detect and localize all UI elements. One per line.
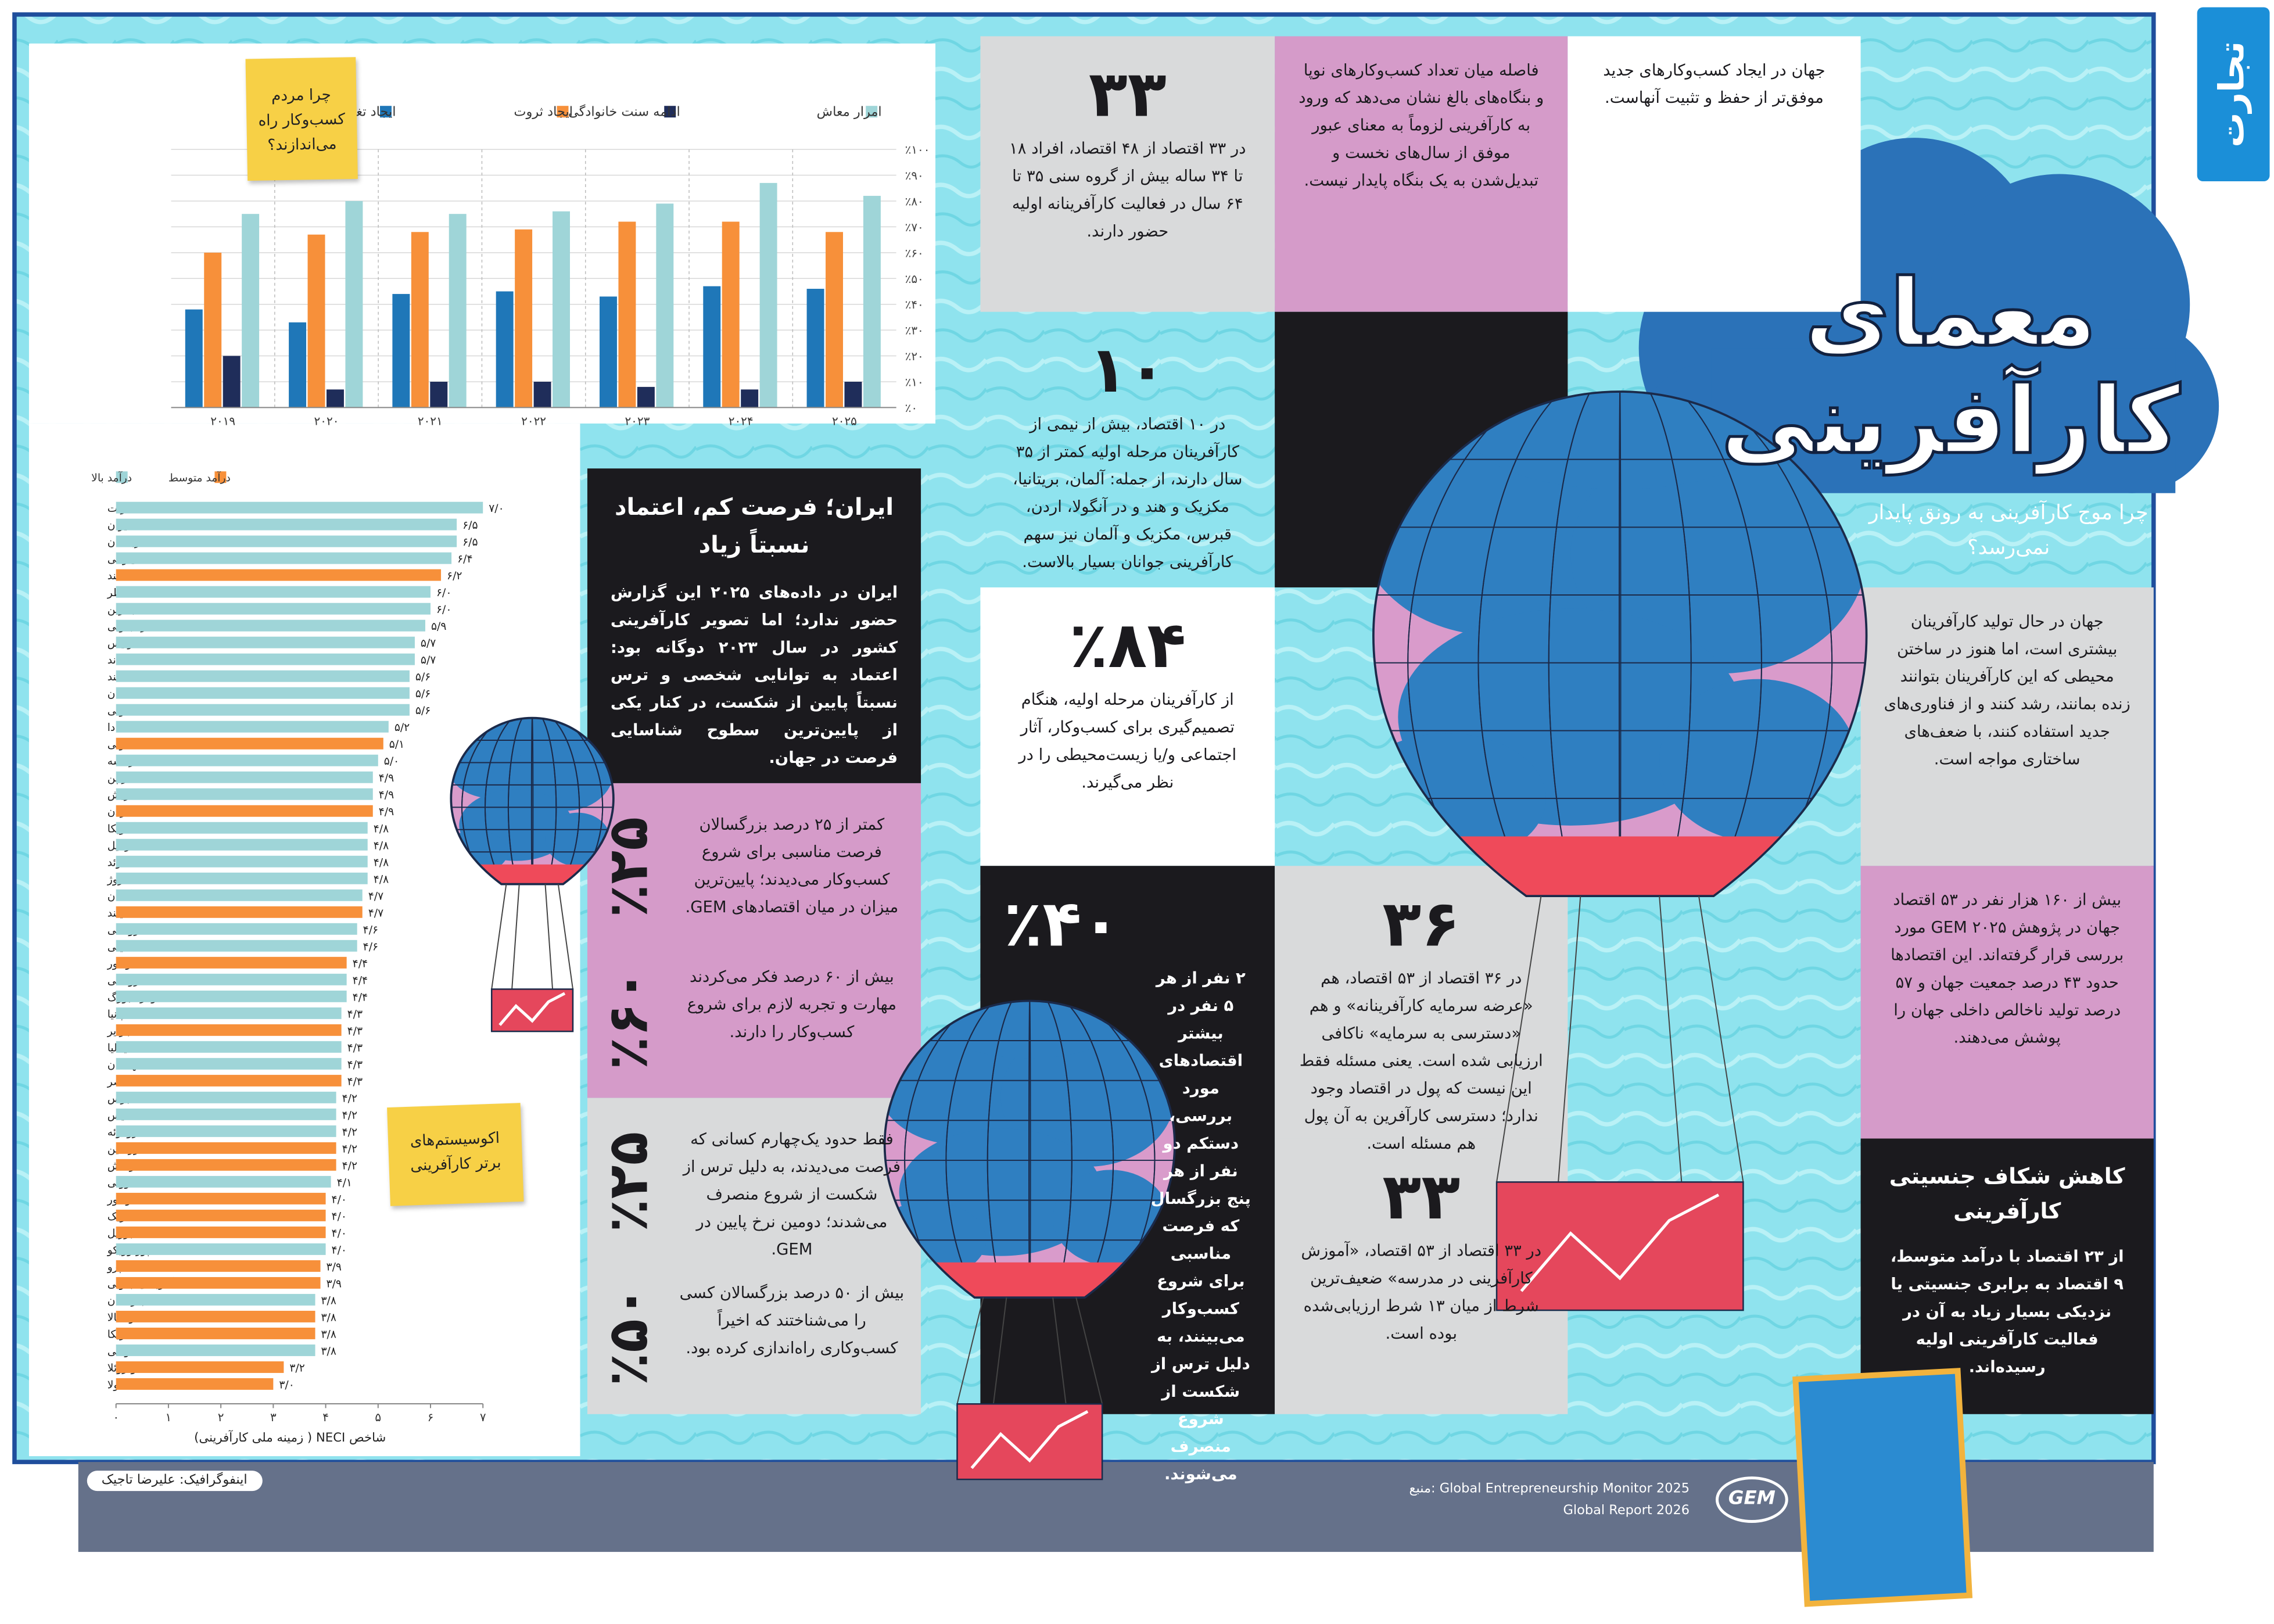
panel-content: ۱۰ در ۱۰ اقتصاد، بیش از نیمی از کارآفرینا…	[1003, 332, 1251, 576]
panel: جهان در حال تولید کارآفرینان بیشتری است،…	[1860, 587, 2154, 866]
panel-text: در ۱۰ اقتصاد، بیش از نیمی از کارآفرینان …	[1013, 414, 1243, 572]
chart-backdrop	[28, 423, 580, 1457]
stat: ۱۰	[1088, 334, 1167, 408]
panel: ٪۴۰ ۲ نفر از هر ۵ نفر در بیشتر اقتصادهای …	[980, 866, 1275, 1484]
panel-content: ٪۸۴ از کارآفرینان مرحله اولیه، هنگام تصمی…	[1003, 608, 1251, 797]
stat: ۳۳	[1382, 1160, 1461, 1235]
stat: ۳۶	[1382, 887, 1461, 962]
chart-backdrop	[28, 43, 936, 424]
title: معمای کارآفرینی	[1720, 260, 2182, 477]
panel-text: بیش از ۵۰ درصد بزرگسالان کسی را می‌شناخت…	[679, 1284, 905, 1358]
panel-text: فقط حدود یک‌چهارم کسانی که فرصت می‌دیدند…	[683, 1130, 901, 1259]
panel-text: ایران در داده‌های ۲۰۲۵ این گزارش حضور ند…	[610, 583, 898, 768]
panel-text: جهان در ایجاد کسب‌وکارهای جدید موفق‌تر ا…	[1603, 60, 1825, 107]
credit: اینفوگرافیک: علیرضا تاجیک	[87, 1471, 262, 1492]
panel: ٪۸۴ از کارآفرینان مرحله اولیه، هنگام تصمی…	[980, 587, 1275, 866]
brand-box	[2197, 7, 2270, 182]
stat: ٪۴۰	[1003, 887, 1121, 962]
panel-text: کمتر از ۲۵ درصد بزرگسالان فرصت مناسبی بر…	[685, 815, 899, 917]
panel-text: فاصله میان تعداد کسب‌وکارهای نوپا و بنگا…	[1299, 60, 1544, 190]
panel-content: جهان در ایجاد کسب‌وکارهای جدید موفق‌تر ا…	[1591, 56, 1837, 112]
iran-stat: ٪۶۰ بیش از ۶۰ درصد فکر می‌کردند مهارت و ت…	[587, 943, 921, 1095]
iran-stat: ٪۵۰ بیش از ۵۰ درصد بزرگسالان کسی را می‌شن…	[587, 1259, 921, 1411]
panel-title: کاهش شکاف جنسیتی کارآفرینی	[1889, 1163, 2125, 1224]
panel: فاصله میان تعداد کسب‌وکارهای نوپا و بنگا…	[1275, 36, 1568, 312]
panel-text: در ۳۳ اقتصاد از ۵۳ اقتصاد، «آموزش کارآفر…	[1301, 1241, 1542, 1343]
source: منبع: Global Entrepreneurship Monitor 20…	[1409, 1482, 1690, 1519]
panel: ۱۰ در ۱۰ اقتصاد، بیش از نیمی از کارآفرینا…	[980, 312, 1275, 587]
panel: ایران؛ فرصت کم، اعتماد نسبتاً زیاد ایران …	[587, 468, 921, 783]
stat: ٪۲۵	[596, 816, 660, 918]
panel	[587, 1098, 921, 1414]
iran-stat: ٪۲۵ فقط حدود یک‌چهارم کسانی که فرصت می‌دی…	[587, 1105, 921, 1259]
panel-text: بیش از ۱۶۰ هزار نفر در ۵۳ اقتصاد جهان در…	[1891, 890, 2124, 1048]
iran-stat: ٪۲۵ کمتر از ۲۵ درصد بزرگسالان فرصت مناسبی…	[587, 790, 921, 942]
panel: بیش از ۱۶۰ هزار نفر در ۵۳ اقتصاد جهان در…	[1860, 866, 2154, 1139]
panel	[587, 783, 921, 1098]
stat: ٪۸۴	[1069, 609, 1186, 683]
stat: ٪۵۰	[596, 1285, 660, 1386]
panel: ۳۳ در ۳۳ اقتصاد از ۴۸ اقتصاد، افراد ۱۸ تا…	[980, 36, 1275, 312]
sticky-note: اکوسیستم‌های برتر کارآفرینی	[387, 1103, 524, 1206]
panel-text: بیش از ۶۰ درصد فکر می‌کردند مهارت و تجرب…	[687, 967, 897, 1042]
panel-text: در ۳۳ اقتصاد از ۴۸ اقتصاد، افراد ۱۸ تا ۳…	[1009, 139, 1246, 241]
panel-text: از ۲۳ اقتصاد با درآمد متوسط، ۹ اقتصاد به…	[1890, 1247, 2124, 1376]
stat: ٪۶۰	[596, 969, 660, 1070]
panel-content: جهان در حال تولید کارآفرینان بیشتری است،…	[1884, 608, 2130, 773]
panel-text: در ۳۶ اقتصاد از ۵۳ اقتصاد، هم «عرضه سرما…	[1299, 969, 1543, 1153]
panel-text: جهان در حال تولید کارآفرینان بیشتری است،…	[1884, 612, 2130, 769]
panel-text: از کارآفرینان مرحله اولیه، هنگام تصمیم‌گ…	[1018, 690, 1237, 792]
panel-text: ۲ نفر از هر ۵ نفر در بیشتر اقتصادهای مور…	[1150, 969, 1251, 1484]
panel-content: ۳۶ در ۳۶ اقتصاد از ۵۳ اقتصاد، هم «عرضه سر…	[1298, 886, 1544, 1157]
brand: تجارت	[2211, 41, 2253, 148]
panel-content: ایران؛ فرصت کم، اعتماد نسبتاً زیاد ایران …	[611, 489, 898, 772]
panel-content: فاصله میان تعداد کسب‌وکارهای نوپا و بنگا…	[1298, 56, 1544, 194]
stat: ٪۲۵	[596, 1131, 660, 1233]
tile	[1275, 311, 1568, 587]
panel-content: ٪۴۰ ۲ نفر از هر ۵ نفر در بیشتر اقتصادهای …	[1003, 886, 1251, 1488]
panel: ۳۳ در ۳۳ اقتصاد از ۵۳ اقتصاد، «آموزش کارآ…	[1275, 1138, 1568, 1414]
logo: GEM	[1715, 1476, 1788, 1523]
panel: جهان در ایجاد کسب‌وکارهای جدید موفق‌تر ا…	[1568, 36, 1861, 312]
sticky-note: چرا مردم کسب‌وکار راه می‌اندازند؟	[245, 57, 358, 181]
stat: ۳۳	[1088, 58, 1167, 132]
panel-content: ۳۳ در ۳۳ اقتصاد از ۵۳ اقتصاد، «آموزش کارآ…	[1298, 1159, 1544, 1347]
panel-content: کاهش شکاف جنسیتی کارآفرینی از ۲۳ اقتصاد ب…	[1884, 1159, 2130, 1381]
panel-content: ۳۳ در ۳۳ اقتصاد از ۴۸ اقتصاد، افراد ۱۸ تا…	[1003, 56, 1251, 245]
panel-title: ایران؛ فرصت کم، اعتماد نسبتاً زیاد	[614, 493, 894, 559]
panel: کاهش شکاف جنسیتی کارآفرینی از ۲۳ اقتصاد ب…	[1860, 1138, 2154, 1414]
subtitle: چرا موج کارآفرینی به رونق پایدار نمی‌رسد…	[1868, 501, 2149, 560]
panel-content: بیش از ۱۶۰ هزار نفر در ۵۳ اقتصاد جهان در…	[1884, 886, 2130, 1052]
panel: ۳۶ در ۳۶ اقتصاد از ۵۳ اقتصاد، هم «عرضه سر…	[1275, 866, 1568, 1153]
